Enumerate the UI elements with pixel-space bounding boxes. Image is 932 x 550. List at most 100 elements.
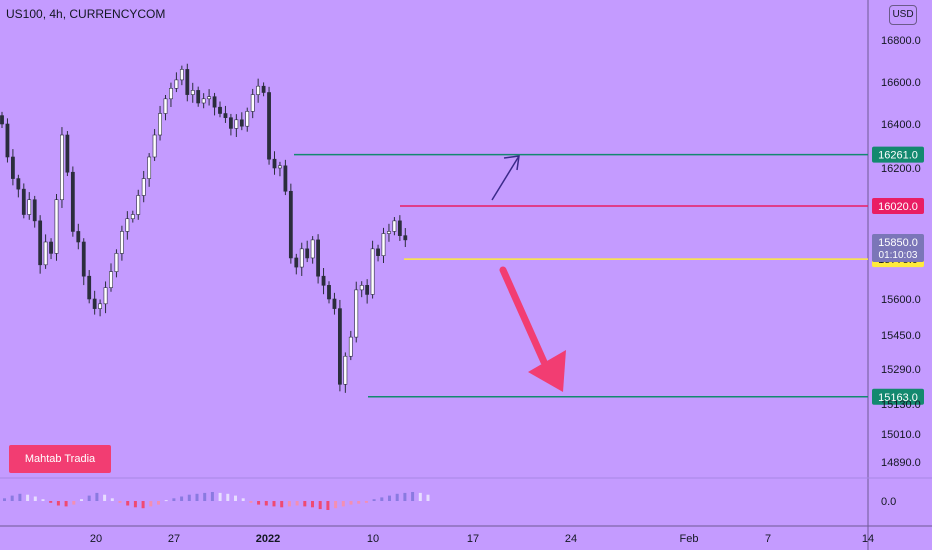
oscillator-bar xyxy=(334,501,338,509)
oscillator-bar xyxy=(210,492,214,501)
candle-body-down xyxy=(65,134,70,173)
candle-body-up xyxy=(201,98,206,104)
oscillator-bar xyxy=(26,494,30,501)
oscillator-bar xyxy=(241,498,245,501)
oscillator-bar xyxy=(403,492,407,501)
candle-body-down xyxy=(239,119,244,127)
candle-body-down xyxy=(21,188,26,215)
candle-body-up xyxy=(103,287,108,305)
x-tick-label: 7 xyxy=(765,533,771,545)
y-tick-label: 15450.0 xyxy=(881,330,921,342)
oscillator-bar xyxy=(272,501,276,507)
candle-body-down xyxy=(283,165,288,192)
y-tick-label: 16800.0 xyxy=(881,35,921,47)
candle-body-up xyxy=(152,134,157,158)
current-price-badge xyxy=(872,234,924,262)
candle-body-up xyxy=(256,85,261,95)
candle-body-up xyxy=(163,98,168,114)
candle-body-down xyxy=(365,285,370,295)
oscillator-bar xyxy=(234,495,237,501)
candle-body-down xyxy=(32,199,37,222)
candle-body-up xyxy=(27,199,32,215)
oscillator-layer xyxy=(3,492,430,510)
candle-body-down xyxy=(267,92,271,160)
oscillator-bar xyxy=(41,499,45,501)
oscillator-bar xyxy=(249,501,253,503)
current-price-label: 15850.0 xyxy=(878,237,918,249)
oscillator-bar xyxy=(157,501,160,505)
candle-body-down xyxy=(261,85,266,93)
oscillator-bar xyxy=(164,500,168,502)
candle-body-down xyxy=(185,69,190,95)
y-tick-label: 16200.0 xyxy=(881,163,921,175)
level-badge-16261.0 xyxy=(872,146,924,163)
candle-body-down xyxy=(294,257,299,268)
oscillator-bar xyxy=(257,501,261,505)
candle-body-down xyxy=(321,275,326,286)
x-tick-label: 17 xyxy=(467,533,479,545)
level-label-16020.0: 16020.0 xyxy=(878,201,918,213)
oscillator-bar xyxy=(418,492,422,501)
level-label-15163.0: 15163.0 xyxy=(878,392,918,404)
x-tick-label: 20 xyxy=(90,533,102,545)
oscillator-bar xyxy=(388,495,391,501)
x-tick-label: Feb xyxy=(680,533,699,545)
candle-body-down xyxy=(49,241,53,254)
candle-body-up xyxy=(359,285,364,291)
oscillator-bar xyxy=(141,501,145,509)
oscillator-bar xyxy=(56,501,60,506)
candle-body-down xyxy=(87,275,92,300)
oscillator-bar xyxy=(87,495,91,501)
y-tick-label: 15130.0 xyxy=(881,399,921,411)
candle-body-down xyxy=(223,113,228,118)
candle-body-up xyxy=(310,239,315,259)
candle-body-up xyxy=(190,90,195,95)
oscillator-bar xyxy=(380,497,384,501)
level-badge-16020.0 xyxy=(872,198,924,215)
oscillator-bar xyxy=(318,501,322,510)
currency-button[interactable]: USD xyxy=(889,5,917,25)
x-tick-label: 10 xyxy=(367,533,379,545)
symbol-title[interactable]: US100, 4h, CURRENCYCOM xyxy=(6,7,166,21)
arrow-up-shaft xyxy=(491,155,520,201)
level-badge-15163.0 xyxy=(872,388,924,405)
oscillator-bar xyxy=(357,501,361,504)
candle-body-up xyxy=(114,253,119,272)
oscillator-bar xyxy=(372,499,376,501)
candle-body-up xyxy=(348,336,353,357)
candle-body-up xyxy=(250,94,255,112)
oscillator-bar xyxy=(226,493,230,501)
candle-body-down xyxy=(337,308,342,385)
oscillator-bar xyxy=(72,501,76,505)
oscillator-bar xyxy=(303,501,307,507)
candle-body-up xyxy=(169,88,173,100)
level-label-16261.0: 16261.0 xyxy=(878,150,918,162)
candle-body-up xyxy=(387,231,391,234)
oscillator-bar xyxy=(33,496,37,501)
candle-body-down xyxy=(376,248,380,256)
candle-body-up xyxy=(278,165,282,169)
arrow-up-head xyxy=(503,155,520,171)
candle-body-up xyxy=(136,195,141,215)
candle-body-down xyxy=(305,248,310,259)
oscillator-bar xyxy=(80,499,83,501)
candle-body-down xyxy=(196,90,201,104)
oscillator-bar xyxy=(172,498,176,501)
x-tick-label: 24 xyxy=(565,533,577,545)
candle-body-down xyxy=(11,156,15,179)
oscillator-bar xyxy=(426,494,430,501)
oscillator-zero-label: 0.0 xyxy=(881,496,896,508)
candle-body-down xyxy=(5,123,10,158)
candle-body-up xyxy=(54,199,59,254)
candle-body-down xyxy=(0,115,4,125)
oscillator-bar xyxy=(64,501,68,507)
oscillator-bar xyxy=(3,498,6,501)
x-tick-label: 14 xyxy=(862,533,874,545)
candle-body-up xyxy=(125,218,130,232)
candle-body-down xyxy=(397,220,402,236)
candle-body-up xyxy=(174,79,179,89)
oscillator-bar xyxy=(10,495,14,501)
candle-body-up xyxy=(354,289,359,338)
